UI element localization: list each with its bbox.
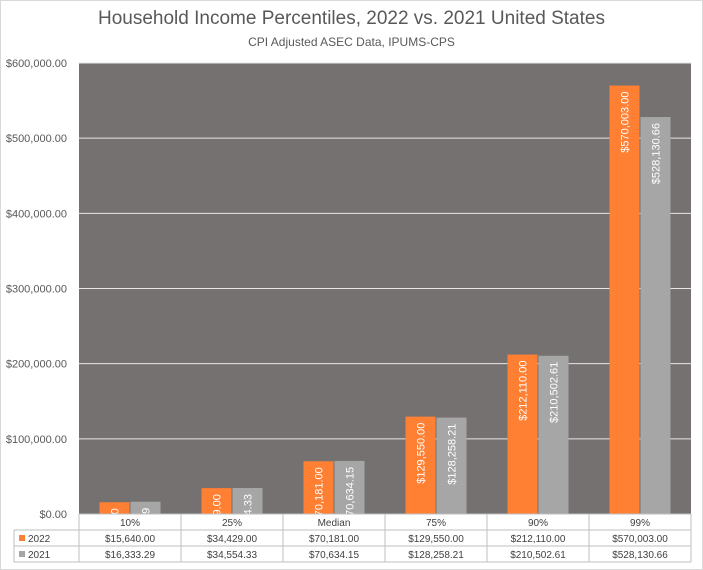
data-label: $70,634.15 <box>345 467 357 522</box>
bar-2021-10% <box>130 501 161 514</box>
bar-2022-25% <box>201 488 232 514</box>
bar-2021-99% <box>640 117 671 514</box>
x-tick-label: 10% <box>120 518 140 529</box>
chart-subtitle: CPI Adjusted ASEC Data, IPUMS-CPS <box>248 35 455 49</box>
y-tick-label: $0.00 <box>39 509 67 521</box>
bar-2022-99% <box>609 85 640 515</box>
bar-2021-Median <box>334 460 365 514</box>
data-label: $210,502.61 <box>549 362 561 423</box>
y-tick-label: $400,000.00 <box>6 208 67 220</box>
y-tick-label: $300,000.00 <box>6 284 67 296</box>
data-label: $129,550.00 <box>416 423 428 484</box>
y-tick-label: $100,000.00 <box>6 434 67 446</box>
legend-label: 2021 <box>28 550 51 561</box>
table-cell: $528,130.66 <box>612 550 668 561</box>
table-cell: $210,502.61 <box>510 550 566 561</box>
y-tick-label: $600,000.00 <box>6 58 67 70</box>
data-label: $570,003.00 <box>620 92 632 153</box>
bar-2022-90% <box>507 354 538 514</box>
x-tick-label: 90% <box>528 518 548 529</box>
bar-2022-75% <box>405 416 436 514</box>
legend-swatch-2022 <box>19 535 25 541</box>
bar-2021-25% <box>232 488 263 514</box>
data-label: $212,110.00 <box>518 361 530 421</box>
bar-2022-Median <box>303 461 334 514</box>
table-cell: $70,634.15 <box>309 550 359 561</box>
bar-2021-90% <box>538 355 569 514</box>
x-tick-label: 75% <box>426 518 446 529</box>
table-cell: $570,003.00 <box>612 534 668 545</box>
table-cell: $15,640.00 <box>105 534 155 545</box>
data-label: $70,181.00 <box>314 467 326 522</box>
data-label: $128,258.21 <box>447 424 459 485</box>
data-label: $15,640.00 <box>110 508 122 563</box>
table-cell: $16,333.29 <box>105 550 155 561</box>
x-tick-label: 25% <box>222 518 242 529</box>
legend-label: 2022 <box>28 534 51 545</box>
chart-title: Household Income Percentiles, 2022 vs. 2… <box>98 8 605 29</box>
table-cell: $129,550.00 <box>408 534 464 545</box>
table-cell: $128,258.21 <box>408 550 464 561</box>
bar-2022-10% <box>99 502 130 514</box>
table-cell: $70,181.00 <box>309 534 359 545</box>
data-label: $528,130.66 <box>651 123 663 184</box>
bar-2021-75% <box>436 417 467 514</box>
x-tick-label: Median <box>318 518 351 529</box>
table-cell: $212,110.00 <box>511 534 566 545</box>
x-tick-label: 99% <box>630 518 650 529</box>
y-tick-label: $500,000.00 <box>6 133 67 145</box>
data-label: $34,429.00 <box>212 494 224 549</box>
legend-swatch-2021 <box>19 551 25 557</box>
table-cell: $34,554.33 <box>207 550 257 561</box>
table-cell: $34,429.00 <box>207 534 257 545</box>
data-label: $16,333.29 <box>141 508 153 563</box>
data-label: $34,554.33 <box>243 494 255 549</box>
y-tick-label: $200,000.00 <box>6 359 67 371</box>
